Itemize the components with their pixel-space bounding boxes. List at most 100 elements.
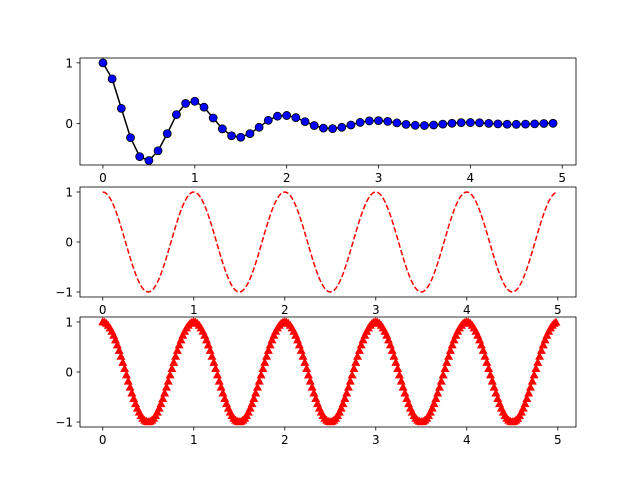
data-point [351,357,361,366]
x-tick-label: 4 [463,433,471,447]
data-point [425,407,435,416]
data-point [447,118,457,128]
data-point [438,370,448,379]
data-point [353,351,363,360]
x-tick-label: 1 [190,303,198,317]
data-point [340,393,350,402]
data-point [123,376,133,385]
data-point [107,74,117,84]
data-point [438,119,448,129]
series-line [102,62,554,162]
data-point [533,357,543,366]
subplot-damped-oscillation: 0 1 2 3 4 5 0 1 [65,56,577,185]
data-point [396,376,406,385]
data-point [171,351,181,360]
data-point [169,357,179,366]
data-point [518,403,528,412]
data-point [207,351,217,360]
data-point [345,376,355,385]
data-point [502,119,512,129]
data-point [383,117,393,126]
data-point [214,376,224,385]
data-point [391,357,401,366]
data-point [338,399,348,408]
y-tick-label: 1 [65,56,73,70]
x-tick-label: 4 [463,303,471,317]
data-point [535,351,545,360]
data-point [236,132,246,142]
data-point [176,335,186,344]
data-point [524,388,534,397]
data-point [125,382,135,391]
data-point [126,133,135,143]
data-point [485,370,495,379]
x-tick-label: 0 [99,171,107,185]
data-point [190,96,200,106]
data-point [394,370,404,379]
data-point [265,340,275,349]
data-point [482,357,492,366]
data-point [172,345,182,354]
data-point [511,119,521,129]
x-tick-label: 2 [283,171,291,185]
data-point [442,357,452,366]
data-point [243,407,253,416]
data-point [254,376,264,385]
data-point [529,370,539,379]
data-point [307,382,317,391]
data-point [539,119,549,128]
data-point [456,118,466,128]
plot-area [98,58,558,165]
data-point [465,118,475,127]
data-point [410,120,420,130]
data-point [269,330,279,339]
data-point [158,393,168,402]
data-point [245,403,255,412]
data-point [364,116,374,126]
data-point [527,376,537,385]
data-point [336,403,346,412]
data-point [162,129,172,139]
data-point [429,399,439,408]
data-point [334,407,344,416]
data-point [346,120,356,130]
y-tick-label: 1 [65,186,73,200]
data-point [349,364,359,373]
data-point [178,330,188,339]
data-point [98,58,108,68]
data-point [181,99,191,108]
data-point [445,345,455,354]
data-point [282,111,292,120]
data-point [451,330,461,339]
data-point [480,351,490,360]
data-point [163,376,173,385]
x-tick-label: 0 [99,433,107,447]
data-point [530,119,540,129]
data-point [116,351,126,360]
data-point [487,376,497,385]
data-point [522,393,532,402]
data-point [484,118,494,128]
y-tick-label: 0 [65,117,73,131]
data-point [393,364,403,373]
x-tick-label: 4 [467,171,475,185]
data-point [156,399,166,408]
data-point [433,388,443,397]
x-tick-label: 2 [281,303,289,317]
data-point [135,152,145,162]
data-point [401,119,411,129]
data-point [153,146,163,156]
data-point [216,382,226,391]
data-point [298,351,308,360]
data-point [478,345,488,354]
data-point [251,388,261,397]
data-point [205,345,215,354]
data-point [267,335,277,344]
series-line [102,191,557,293]
data-point [302,364,312,373]
data-point [358,335,368,344]
data-point [328,124,337,134]
subplot-cosine-dashed: 0 1 2 3 4 5 −1 0 1 [55,186,577,317]
data-point [305,376,315,385]
x-tick-label: 3 [372,303,380,317]
